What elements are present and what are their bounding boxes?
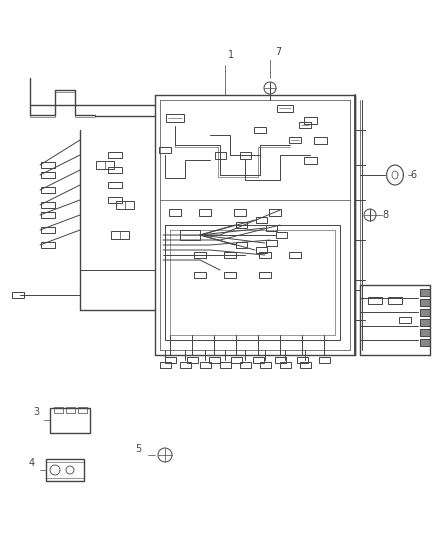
Bar <box>41 187 55 193</box>
Bar <box>236 222 247 228</box>
Circle shape <box>264 82 276 94</box>
Bar <box>304 157 317 164</box>
Bar <box>12 292 24 298</box>
Bar <box>314 136 326 143</box>
Bar <box>289 137 301 143</box>
Bar <box>41 227 55 233</box>
Bar <box>279 362 290 368</box>
Bar <box>277 104 293 111</box>
Bar <box>299 122 311 128</box>
Bar <box>46 459 84 481</box>
Bar <box>41 212 55 218</box>
Bar <box>180 230 200 240</box>
Text: 8: 8 <box>382 210 388 220</box>
Bar <box>399 317 411 323</box>
Bar <box>300 362 311 368</box>
Bar <box>240 362 251 368</box>
Bar <box>265 225 276 231</box>
Bar <box>236 242 247 248</box>
Bar <box>199 208 211 215</box>
Bar <box>224 252 236 258</box>
Bar <box>289 252 301 258</box>
Bar <box>304 117 317 124</box>
Bar <box>159 362 170 368</box>
Bar <box>420 298 430 305</box>
Bar <box>388 296 402 303</box>
Bar <box>215 151 226 158</box>
Bar <box>108 197 122 203</box>
Bar <box>252 357 264 363</box>
Bar <box>420 338 430 345</box>
Bar <box>234 208 246 215</box>
Bar <box>53 407 63 413</box>
Text: 1: 1 <box>228 50 234 60</box>
Bar <box>41 242 55 248</box>
Text: 7: 7 <box>275 47 281 57</box>
Bar <box>269 208 281 215</box>
Bar <box>116 201 134 209</box>
Bar <box>224 272 236 278</box>
Bar <box>420 328 430 335</box>
Bar <box>180 362 191 368</box>
Bar <box>187 357 198 363</box>
Bar <box>259 272 271 278</box>
Bar <box>265 240 276 246</box>
Bar <box>41 162 55 168</box>
Bar <box>230 357 241 363</box>
Bar <box>169 208 181 215</box>
Bar <box>108 182 122 188</box>
Bar <box>108 152 122 158</box>
Bar <box>420 288 430 295</box>
Bar <box>255 247 266 253</box>
Bar <box>259 362 271 368</box>
Bar <box>420 309 430 316</box>
Bar <box>166 114 184 122</box>
Bar <box>165 357 176 363</box>
Bar <box>194 252 206 258</box>
Bar <box>259 252 271 258</box>
Bar <box>50 408 90 432</box>
Bar <box>276 232 286 238</box>
Text: 5: 5 <box>135 444 141 454</box>
Bar <box>96 161 114 169</box>
Text: 3: 3 <box>33 407 39 417</box>
Bar <box>208 357 219 363</box>
Bar <box>254 127 266 133</box>
Bar <box>41 202 55 208</box>
Text: 6: 6 <box>410 170 416 180</box>
Bar <box>199 362 211 368</box>
Bar <box>194 272 206 278</box>
Bar <box>368 296 382 303</box>
Bar <box>219 362 230 368</box>
Bar <box>159 147 171 153</box>
Circle shape <box>364 209 376 221</box>
Bar <box>318 357 329 363</box>
Bar <box>66 407 74 413</box>
Bar <box>111 231 129 239</box>
Bar <box>108 167 122 173</box>
Bar <box>240 151 251 158</box>
Bar <box>78 407 86 413</box>
Text: 4: 4 <box>29 458 35 468</box>
Bar <box>255 217 266 223</box>
Bar <box>297 357 307 363</box>
Bar <box>41 172 55 178</box>
Bar <box>420 319 430 326</box>
Bar <box>275 357 286 363</box>
Circle shape <box>158 448 172 462</box>
